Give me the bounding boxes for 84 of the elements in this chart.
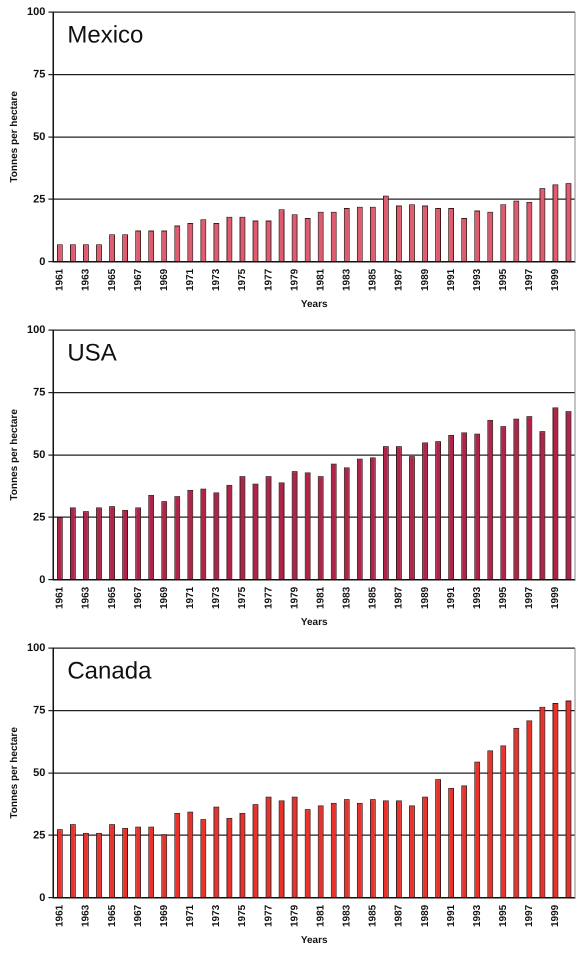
- x-tick-label: 1967: [132, 904, 144, 928]
- x-tick-label: 1979: [289, 268, 300, 292]
- x-tick-label: 1993: [472, 586, 483, 610]
- x-tick-label: 1981: [315, 904, 326, 928]
- x-tick-label: 1971: [185, 586, 196, 610]
- x-tick-label: 1989: [420, 268, 431, 292]
- chart-title: USA: [67, 340, 117, 367]
- y-axis-title: Tonnes per hectare: [8, 726, 20, 819]
- y-tick-label: 100: [26, 642, 46, 654]
- y-tick-label: 75: [33, 68, 46, 80]
- x-tick-label: 1987: [394, 586, 405, 610]
- x-tick-label: 1961: [54, 268, 66, 292]
- x-tick-label: 1967: [132, 586, 144, 610]
- x-tick-label: 1999: [550, 904, 562, 928]
- x-tick-label: 1999: [550, 268, 562, 292]
- x-tick-label: 1989: [420, 904, 431, 928]
- y-tick-label: 50: [33, 130, 46, 143]
- y-tick-label: 75: [33, 386, 46, 398]
- x-tick-label: 1969: [158, 268, 170, 292]
- x-tick-label: 1973: [211, 904, 222, 928]
- x-tick-label: 1991: [446, 904, 457, 928]
- y-tick-label: 50: [33, 766, 46, 779]
- y-tick-label: 100: [26, 6, 46, 18]
- x-tick-label: 1985: [368, 586, 379, 610]
- x-axis-title: Years: [300, 616, 328, 628]
- x-tick-label: 1963: [80, 586, 92, 610]
- x-tick-label: 1969: [158, 904, 170, 928]
- y-tick-label: 25: [33, 511, 46, 524]
- y-tick-label: 0: [39, 892, 46, 904]
- x-axis-title: Years: [300, 934, 328, 946]
- x-tick-label: 1995: [498, 268, 510, 292]
- x-tick-label: 1987: [394, 904, 405, 928]
- x-tick-label: 1963: [80, 904, 92, 928]
- x-tick-label: 1971: [185, 904, 196, 928]
- y-tick-label: 25: [33, 829, 46, 842]
- x-tick-label: 1997: [524, 268, 536, 292]
- x-tick-label: 1985: [368, 268, 379, 292]
- x-tick-label: 1969: [158, 586, 170, 610]
- x-tick-label: 1977: [263, 586, 274, 610]
- x-tick-label: 1967: [132, 268, 144, 292]
- x-tick-label: 1983: [342, 904, 353, 928]
- x-tick-label: 1995: [498, 586, 510, 610]
- x-tick-label: 1989: [420, 586, 431, 610]
- x-tick-label: 1981: [315, 586, 326, 610]
- x-tick-label: 1991: [446, 268, 457, 292]
- x-tick-label: 1975: [237, 904, 248, 928]
- chart-title: Mexico: [67, 22, 144, 49]
- x-tick-label: 1993: [472, 268, 483, 292]
- x-tick-label: 1983: [342, 586, 353, 610]
- x-tick-label: 1965: [106, 586, 118, 610]
- x-tick-label: 1973: [211, 586, 222, 610]
- y-tick-label: 75: [33, 704, 46, 716]
- x-axis-title: Years: [300, 298, 328, 310]
- x-tick-label: 1961: [54, 586, 66, 610]
- x-tick-label: 1985: [368, 904, 379, 928]
- x-tick-label: 1977: [263, 268, 274, 292]
- x-tick-label: 1983: [342, 268, 353, 292]
- x-tick-label: 1963: [80, 268, 92, 292]
- y-tick-label: 100: [26, 324, 46, 336]
- y-axis-title: Tonnes per hectare: [8, 90, 20, 183]
- x-tick-label: 1993: [472, 904, 483, 928]
- x-tick-label: 1965: [106, 268, 118, 292]
- x-tick-label: 1997: [524, 904, 536, 928]
- y-axis-title: Tonnes per hectare: [8, 408, 20, 501]
- x-tick-label: 1975: [237, 586, 248, 610]
- x-tick-label: 1961: [54, 904, 66, 928]
- x-tick-label: 1971: [185, 268, 196, 292]
- y-tick-label: 50: [33, 448, 46, 461]
- x-tick-label: 1991: [446, 586, 457, 610]
- x-tick-label: 1965: [106, 904, 118, 928]
- x-tick-label: 1979: [289, 904, 300, 928]
- x-tick-label: 1987: [394, 268, 405, 292]
- x-tick-label: 1999: [550, 586, 562, 610]
- x-tick-label: 1995: [498, 904, 510, 928]
- x-tick-label: 1979: [289, 586, 300, 610]
- x-tick-label: 1997: [524, 586, 536, 610]
- x-tick-label: 1973: [211, 268, 222, 292]
- y-tick-label: 0: [39, 574, 46, 586]
- chart-title: Canada: [67, 658, 152, 685]
- y-tick-label: 25: [33, 193, 46, 206]
- x-tick-label: 1981: [315, 268, 326, 292]
- y-tick-label: 0: [39, 256, 46, 268]
- x-tick-label: 1977: [263, 904, 274, 928]
- x-tick-label: 1975: [237, 268, 248, 292]
